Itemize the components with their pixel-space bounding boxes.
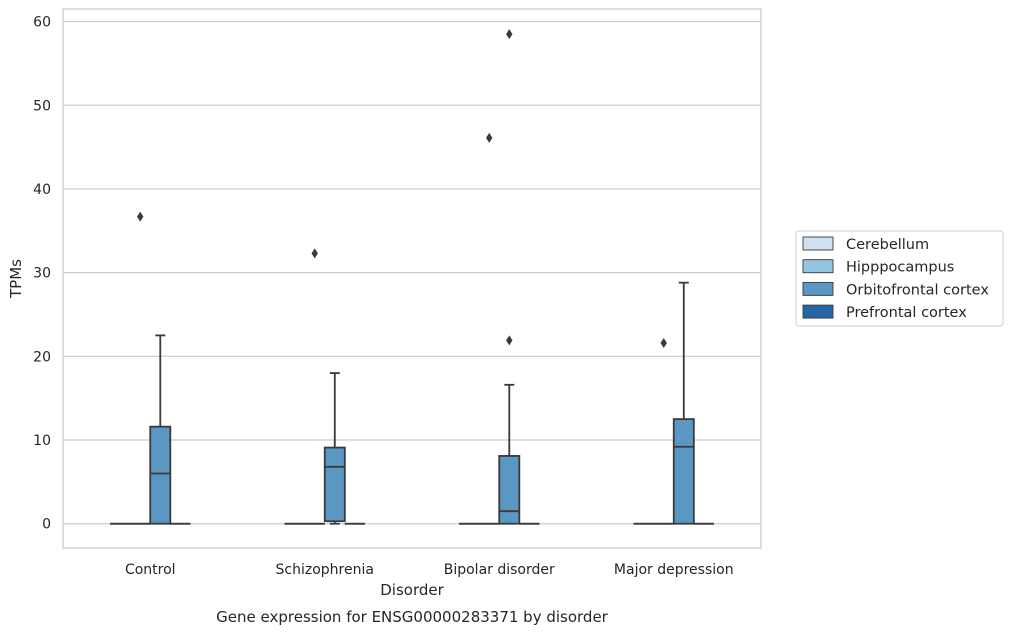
y-tick-label: 40	[33, 182, 51, 198]
box-iqr	[323, 446, 346, 523]
legend-label: Orbitofrontal cortex	[846, 282, 989, 298]
y-tick-label: 0	[42, 517, 51, 533]
plot-area-frame	[62, 8, 762, 549]
legend-label: Prefrontal cortex	[846, 305, 967, 321]
y-axis-title: TPMs	[7, 259, 25, 299]
y-tick-labels: 0 10 20 30 40 50 60	[33, 15, 51, 533]
x-tick-label: Bipolar disorder	[444, 562, 555, 578]
outlier-point	[311, 248, 318, 259]
outlier-point	[137, 211, 144, 222]
legend-entries: Cerebellum Hipppocampus Orbitofrontal cort…	[802, 236, 989, 321]
legend: Cerebellum Hipppocampus Orbitofrontal cort…	[795, 230, 1004, 327]
x-axis-title: Disorder	[380, 581, 444, 599]
x-tick-label: Schizophrenia	[276, 562, 374, 578]
box-group	[304, 248, 325, 525]
box-iqr	[498, 455, 521, 525]
legend-label: Cerebellum	[846, 237, 929, 253]
box-group	[130, 211, 151, 525]
box-group	[498, 29, 521, 525]
chart-caption: Gene expression for ENSG00000283371 by d…	[216, 608, 609, 626]
box-group	[323, 372, 346, 525]
outlier-point	[506, 29, 513, 40]
y-tick-label: 50	[33, 98, 51, 114]
box-iqr	[672, 418, 695, 525]
legend-swatch	[802, 236, 834, 251]
box-group	[479, 132, 500, 525]
y-tick-label: 10	[33, 433, 51, 449]
y-tick-label: 60	[33, 15, 51, 31]
box-group	[149, 334, 172, 525]
legend-swatch	[802, 281, 834, 296]
plot-area-background	[63, 9, 761, 548]
legend-swatch	[802, 304, 834, 319]
box-group	[672, 281, 695, 525]
boxes	[110, 29, 714, 525]
x-tick-labels: Control Schizophrenia Bipolar disorder Majo…	[125, 562, 734, 578]
box-group	[653, 337, 674, 525]
x-tick-label: Control	[125, 562, 176, 578]
outlier-point	[660, 337, 667, 348]
box-iqr	[149, 425, 172, 525]
y-tick-label: 20	[33, 349, 51, 365]
outlier-point	[506, 335, 513, 346]
outlier-point	[486, 132, 493, 143]
legend-swatch	[802, 259, 834, 274]
x-tick-label: Major depression	[614, 562, 734, 578]
legend-frame	[795, 230, 1004, 327]
legend-label: Hipppocampus	[846, 260, 954, 276]
y-tick-label: 30	[33, 266, 51, 282]
